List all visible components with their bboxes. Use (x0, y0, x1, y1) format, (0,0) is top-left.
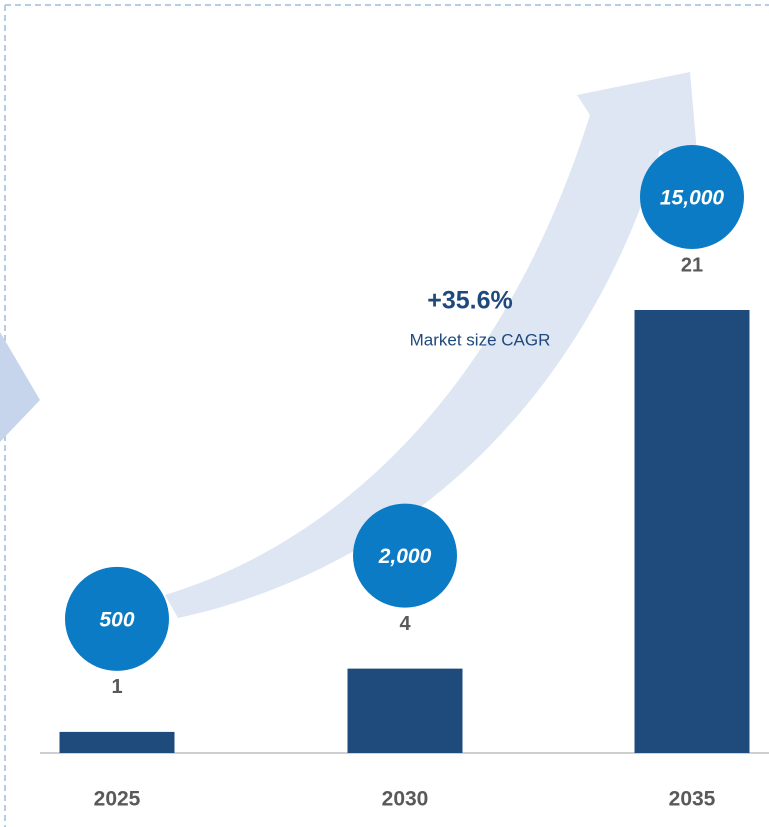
value-label: 21 (681, 254, 703, 276)
marker-label: 2,000 (378, 545, 432, 568)
marker-label: 15,000 (660, 187, 725, 210)
bar (634, 310, 750, 753)
value-label: 4 (399, 613, 411, 635)
x-tick-label: 2025 (94, 788, 141, 811)
x-tick-label: 2035 (669, 788, 716, 811)
x-tick-label: 2030 (382, 788, 429, 811)
value-label: 1 (111, 676, 122, 698)
marker-bubble (640, 145, 744, 249)
chevron (0, 332, 40, 442)
growth-arrow (165, 72, 700, 618)
marker-label: 500 (99, 608, 134, 631)
marker-bubble (65, 566, 169, 671)
cagr-label: Market size CAGR (410, 330, 551, 349)
marker-bubble (353, 503, 457, 608)
bar (347, 668, 463, 753)
bar (59, 731, 175, 753)
cagr-value: +35.6% (427, 287, 513, 315)
